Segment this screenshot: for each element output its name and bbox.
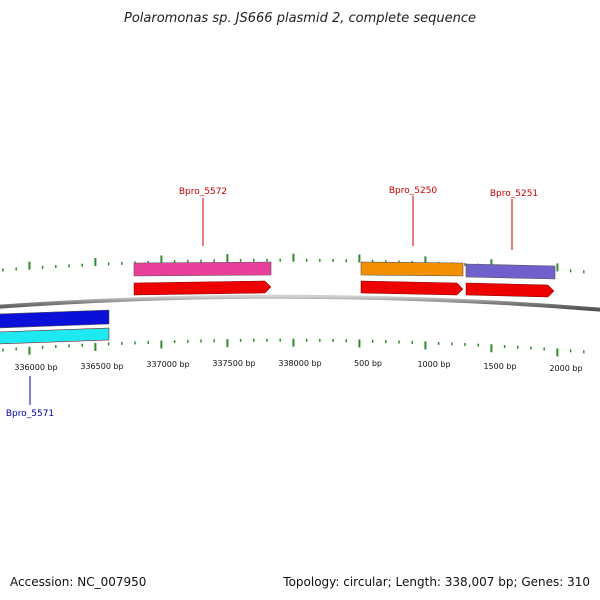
gene-feature[interactable]: Bpro_5572 bbox=[133, 187, 272, 296]
gene-label: Bpro_5571 bbox=[6, 409, 54, 419]
tick-label: 336500 bp bbox=[80, 362, 123, 371]
tick-label: 2000 bp bbox=[549, 364, 582, 373]
tick-label: 337500 bp bbox=[212, 359, 255, 368]
cds-arrow[interactable] bbox=[133, 280, 272, 296]
gene-bar[interactable] bbox=[133, 261, 272, 277]
accession-text: Accession: NC_007950 bbox=[10, 575, 146, 589]
cds-arrow[interactable] bbox=[465, 282, 555, 298]
gene-bar[interactable] bbox=[0, 309, 110, 329]
tick-label: 1500 bp bbox=[483, 362, 516, 371]
plasmid-backbone bbox=[0, 294, 600, 312]
gene-label: Bpro_5572 bbox=[179, 187, 227, 197]
gene-feature[interactable]: Bpro_5251 bbox=[465, 189, 556, 298]
cds-arrow[interactable] bbox=[360, 280, 464, 296]
gene-feature[interactable]: Bpro_5571 bbox=[0, 309, 110, 419]
inner-tick-row bbox=[2, 338, 585, 357]
tick-labels: 336000 bp 336500 bp 337000 bp 337500 bp … bbox=[14, 359, 582, 373]
gene-feature[interactable]: Bpro_5250 bbox=[360, 186, 464, 296]
tick-label: 338000 bp bbox=[278, 359, 321, 368]
gene-label: Bpro_5250 bbox=[389, 186, 438, 196]
gene-bar[interactable] bbox=[360, 261, 464, 277]
map-title: Polaromonas sp. JS666 plasmid 2, complet… bbox=[124, 11, 476, 26]
tick-label: 1000 bp bbox=[417, 360, 450, 369]
tick-label: 337000 bp bbox=[146, 360, 189, 369]
tick-label: 336000 bp bbox=[14, 363, 57, 372]
cds-arrow[interactable] bbox=[0, 327, 110, 345]
gene-bar[interactable] bbox=[465, 263, 556, 280]
tick-label: 500 bp bbox=[354, 359, 382, 368]
summary-text: Topology: circular; Length: 338,007 bp; … bbox=[282, 575, 590, 589]
gene-label: Bpro_5251 bbox=[490, 189, 538, 199]
